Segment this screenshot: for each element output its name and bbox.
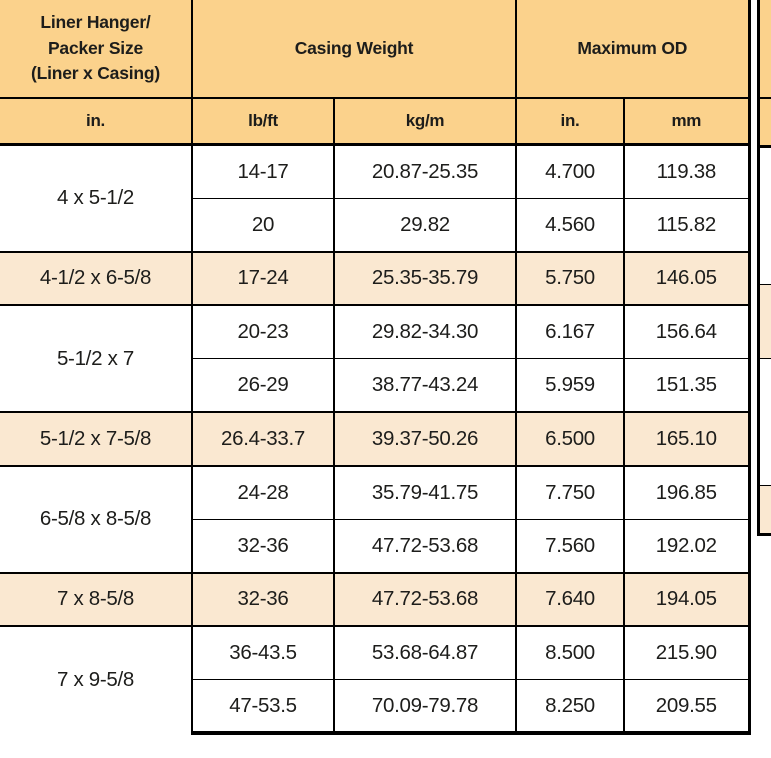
od-mm-cell: 196.85 <box>622 464 751 519</box>
od-in-cell: 4.700 <box>515 143 624 198</box>
kgm-cell: 25.35-35.79 <box>333 250 516 305</box>
table-row: 5-1/2 x 7-5/8 26.4-33.7 39.37-50.26 6.50… <box>0 411 751 466</box>
sliver-row-highlight <box>760 484 771 536</box>
subheader-lbft: lb/ft <box>191 98 334 146</box>
size-cell: 4-1/2 x 6-5/8 <box>0 250 192 305</box>
lbft-cell: 26-29 <box>191 358 334 412</box>
table-row: 32-36 47.72-53.68 7.560 192.02 <box>0 518 751 573</box>
lbft-cell: 32-36 <box>191 518 334 573</box>
od-mm-cell: 192.02 <box>622 518 751 573</box>
size-cell: 5-1/2 x 7-5/8 <box>0 411 192 466</box>
table-subheader-row: in. lb/ft kg/m in. mm <box>0 98 751 146</box>
table-row: 5-1/2 x 7 20-23 29.82-34.30 6.167 156.64 <box>0 304 751 412</box>
od-mm-cell: 215.90 <box>622 625 751 680</box>
kgm-cell: 29.82 <box>333 197 516 252</box>
lbft-cell: 36-43.5 <box>191 625 334 680</box>
liner-hanger-spec-table: Liner Hanger/ Packer Size (Liner x Casin… <box>0 0 751 735</box>
lbft-cell: 20-23 <box>191 304 334 359</box>
sliver-subheader-band <box>760 97 771 145</box>
kgm-cell: 53.68-64.87 <box>333 625 516 680</box>
kgm-cell: 38.77-43.24 <box>333 358 516 412</box>
table-row: 4 x 5-1/2 14-17 20.87-25.35 4.700 119.38 <box>0 143 751 252</box>
lbft-cell: 32-36 <box>191 571 334 626</box>
lbft-cell: 17-24 <box>191 250 334 305</box>
od-in-cell: 8.500 <box>515 625 624 680</box>
od-mm-cell: 209.55 <box>622 679 751 735</box>
od-mm-cell: 151.35 <box>622 358 751 412</box>
size-cell: 6-5/8 x 8-5/8 <box>0 464 192 573</box>
lbft-cell: 24-28 <box>191 464 334 519</box>
table-row: 7 x 8-5/8 32-36 47.72-53.68 7.640 194.05 <box>0 571 751 626</box>
header-liner-hanger-packer-size: Liner Hanger/ Packer Size (Liner x Casin… <box>0 0 192 99</box>
lbft-cell: 14-17 <box>191 143 334 198</box>
kgm-cell: 39.37-50.26 <box>333 411 516 466</box>
kgm-cell: 70.09-79.78 <box>333 679 516 735</box>
kgm-cell: 20.87-25.35 <box>333 143 516 198</box>
table-row: 4-1/2 x 6-5/8 17-24 25.35-35.79 5.750 14… <box>0 250 751 305</box>
od-in-cell: 7.640 <box>515 571 624 626</box>
od-in-cell: 5.959 <box>515 358 624 412</box>
table-row: 7 x 9-5/8 36-43.5 53.68-64.87 8.500 215.… <box>0 625 751 733</box>
size-cell: 4 x 5-1/2 <box>0 143 192 252</box>
od-mm-cell: 115.82 <box>622 197 751 252</box>
od-mm-cell: 165.10 <box>622 411 751 466</box>
od-mm-cell: 156.64 <box>622 304 751 359</box>
kgm-cell: 47.72-53.68 <box>333 571 516 626</box>
size-cell: 7 x 9-5/8 <box>0 625 192 733</box>
table-row: 6-5/8 x 8-5/8 24-28 35.79-41.75 7.750 19… <box>0 464 751 573</box>
lbft-cell: 26.4-33.7 <box>191 411 334 466</box>
sliver-header-band <box>760 0 771 97</box>
kgm-cell: 47.72-53.68 <box>333 518 516 573</box>
subheader-od-in: in. <box>515 98 624 146</box>
od-in-cell: 5.750 <box>515 250 624 305</box>
od-mm-cell: 119.38 <box>622 143 751 198</box>
od-mm-cell: 146.05 <box>622 250 751 305</box>
lbft-cell: 47-53.5 <box>191 679 334 735</box>
table-row: 26-29 38.77-43.24 5.959 151.35 <box>0 358 751 412</box>
size-cell: 7 x 8-5/8 <box>0 571 192 626</box>
kgm-cell: 35.79-41.75 <box>333 464 516 519</box>
table-row: 20 29.82 4.560 115.82 <box>0 197 751 252</box>
lbft-cell: 20 <box>191 197 334 252</box>
subheader-od-mm: mm <box>622 98 751 146</box>
table-header-row: Liner Hanger/ Packer Size (Liner x Casin… <box>0 0 751 99</box>
subheader-size-in: in. <box>0 98 192 146</box>
od-in-cell: 7.560 <box>515 518 624 573</box>
od-in-cell: 8.250 <box>515 679 624 735</box>
header-maximum-od: Maximum OD <box>514 0 751 99</box>
od-in-cell: 6.500 <box>515 411 624 466</box>
size-cell: 5-1/2 x 7 <box>0 304 192 412</box>
table-row: 47-53.5 70.09-79.78 8.250 209.55 <box>0 679 751 735</box>
od-in-cell: 6.167 <box>515 304 624 359</box>
sliver-row-white <box>760 357 771 485</box>
sliver-row-highlight <box>760 284 771 358</box>
od-in-cell: 7.750 <box>515 464 624 519</box>
adjacent-table-sliver <box>757 0 771 536</box>
kgm-cell: 29.82-34.30 <box>333 304 516 359</box>
od-in-cell: 4.560 <box>515 197 624 252</box>
subheader-kgm: kg/m <box>333 98 516 146</box>
sliver-row-white <box>760 144 771 284</box>
od-mm-cell: 194.05 <box>622 571 751 626</box>
header-casing-weight: Casing Weight <box>191 0 516 99</box>
